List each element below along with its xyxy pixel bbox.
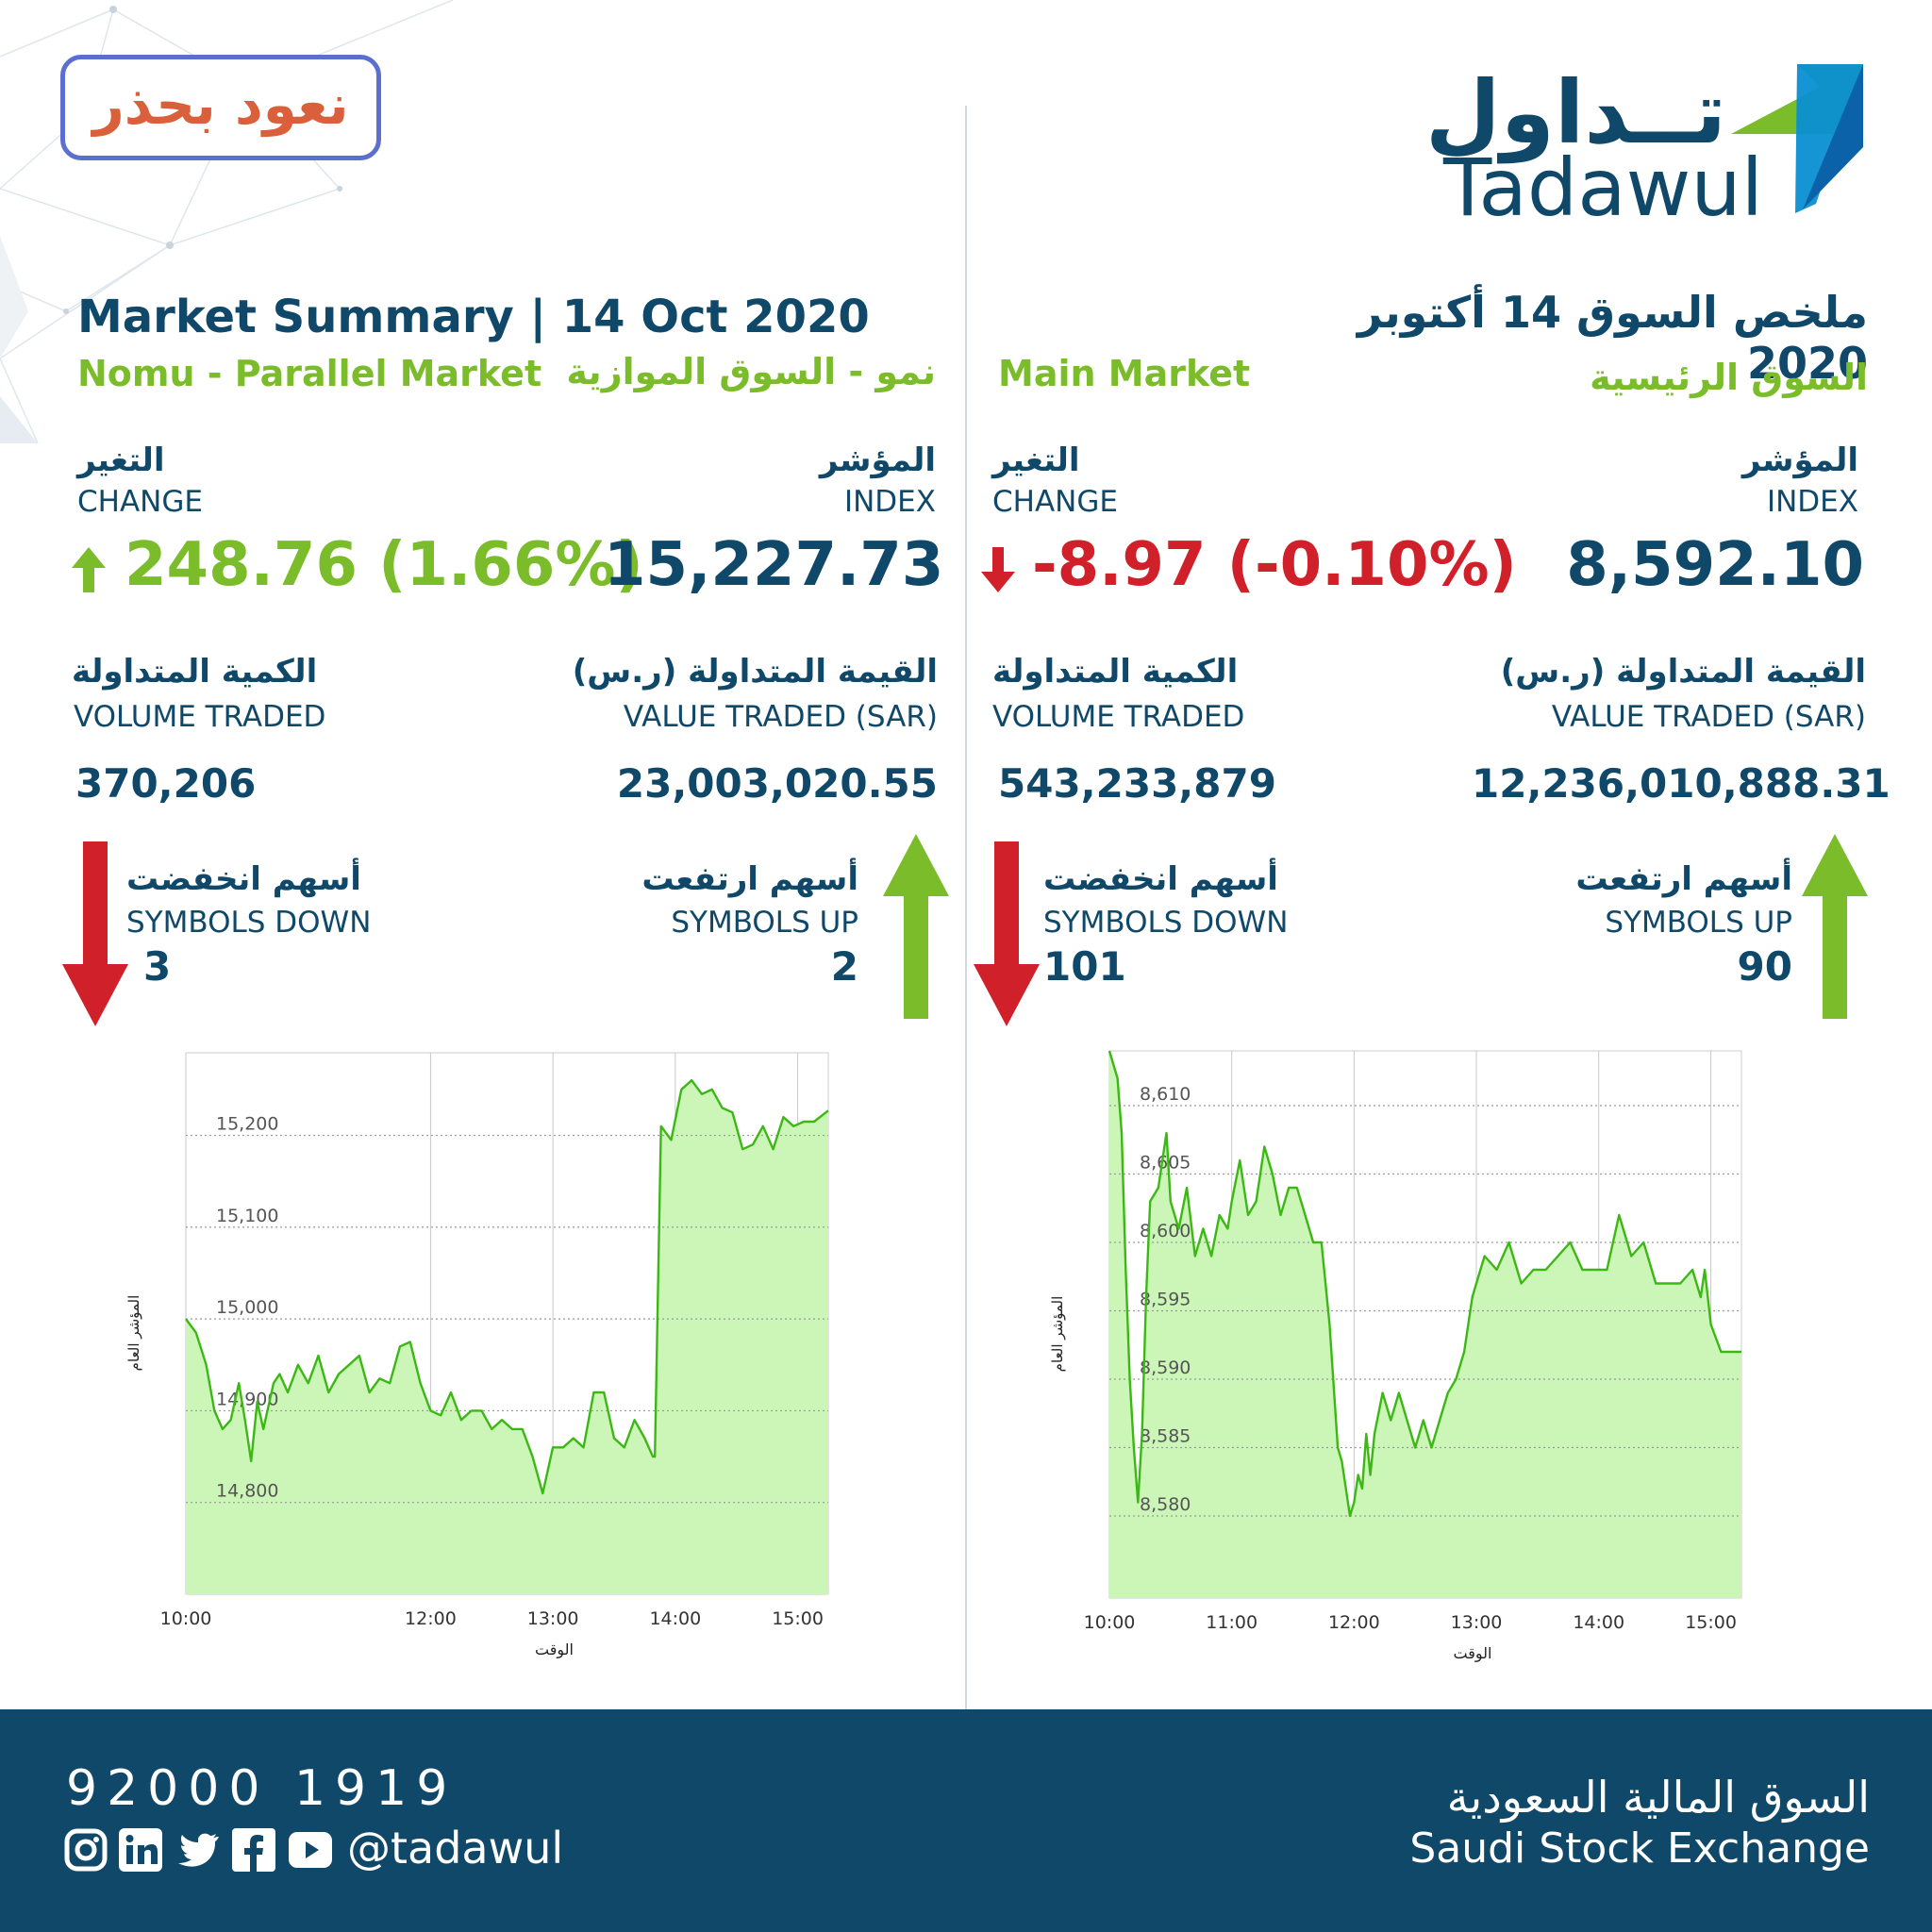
- y-tick-label: 8,590: [1140, 1357, 1191, 1378]
- y-tick-label: 8,610: [1140, 1084, 1191, 1105]
- tadawul-logo-mark: [1731, 64, 1863, 213]
- nomu-index-label-ar: المؤشر: [819, 441, 936, 479]
- badge-text: نعود بحذر: [92, 73, 349, 137]
- main-volume-value: 543,233,879: [998, 760, 1276, 807]
- y-tick-label: 14,900: [216, 1389, 278, 1409]
- x-tick-label: 15:00: [1685, 1612, 1737, 1633]
- facebook-icon[interactable]: [232, 1828, 275, 1872]
- nomu-value-label-ar: القيمة المتداولة (ر.س): [572, 653, 938, 691]
- x-tick-label: 13:00: [1451, 1612, 1503, 1633]
- x-tick-label: 11:00: [1206, 1612, 1257, 1633]
- y-tick-label: 8,585: [1140, 1426, 1191, 1447]
- series-area: [186, 1080, 828, 1594]
- x-tick-label: 10:00: [1084, 1612, 1136, 1633]
- nomu-change-label-en: CHANGE: [77, 485, 203, 519]
- linkedin-icon[interactable]: [119, 1828, 162, 1872]
- nomu-index-chart: 10:00 12:00 13:00 14:00 15:00 14,800 14,900 15,…: [125, 1052, 829, 1659]
- nomu-up-value: 2: [830, 943, 858, 990]
- main-volume-label-en: VOLUME TRADED: [992, 700, 1245, 734]
- main-title-ar: السوق الرئيسية: [1590, 357, 1868, 398]
- nomu-down-label-en: SYMBOLS DOWN: [126, 906, 372, 940]
- nomu-change-up-icon: [72, 547, 106, 592]
- x-tick-label: 14:00: [1573, 1612, 1624, 1633]
- y-axis-label: المؤشر العام: [125, 1295, 142, 1372]
- nomu-symbols-down-icon: [62, 841, 128, 1026]
- y-tick-label: 15,200: [216, 1114, 278, 1135]
- y-axis-label: المؤشر العام: [1049, 1296, 1066, 1373]
- youtube-icon[interactable]: [289, 1828, 332, 1872]
- series-line: [185, 1079, 829, 1495]
- main-up-value: 90: [1737, 943, 1792, 990]
- main-up-label-en: SYMBOLS UP: [1605, 906, 1792, 940]
- footer-exchange-ar: السوق المالية السعودية: [1446, 1772, 1870, 1823]
- nomu-symbols-up-icon: [883, 834, 949, 1019]
- main-index-value: 8,592.10: [1566, 530, 1864, 600]
- footer-exchange-en: Saudi Stock Exchange: [1409, 1824, 1870, 1873]
- nomu-title-en: Nomu - Parallel Market: [77, 353, 542, 394]
- y-tick-label: 8,600: [1140, 1221, 1191, 1241]
- main-value-value: 12,236,010,888.31: [1472, 760, 1890, 807]
- nomu-volume-value: 370,206: [75, 760, 257, 807]
- y-tick-label: 8,605: [1140, 1153, 1191, 1174]
- nomu-change-value: 248.76 (1.66%): [125, 530, 643, 600]
- main-down-label-ar: أسهم انخفضت: [1043, 860, 1278, 898]
- tadawul-logo-english: Tadawul: [1443, 142, 1763, 234]
- main-up-label-ar: أسهم ارتفعت: [1575, 860, 1792, 898]
- x-axis-label: الوقت: [535, 1641, 574, 1659]
- nomu-index-value: 15,227.73: [604, 530, 944, 600]
- series-area: [1109, 1051, 1741, 1598]
- main-symbols-down-icon: [974, 841, 1040, 1026]
- main-change-down-icon: [981, 547, 1015, 592]
- y-tick-label: 15,000: [216, 1297, 278, 1318]
- main-change-value: -8.97 (-0.10%): [1032, 530, 1517, 600]
- x-tick-label: 14:00: [649, 1608, 701, 1629]
- y-tick-label: 8,595: [1140, 1290, 1191, 1310]
- tadawul-logo-arabic: تــداول: [1424, 62, 1726, 163]
- main-volume-label-ar: الكمية المتداولة: [992, 653, 1239, 691]
- footer-handle[interactable]: @tadawul: [347, 1823, 564, 1874]
- nomu-up-label-en: SYMBOLS UP: [671, 906, 858, 940]
- main-index-label-ar: المؤشر: [1741, 441, 1858, 479]
- nomu-up-label-ar: أسهم ارتفعت: [641, 860, 858, 898]
- x-tick-label: 10:00: [160, 1608, 212, 1629]
- main-down-value: 101: [1043, 943, 1126, 990]
- footer-phone: 92000 1919: [66, 1760, 458, 1817]
- nomu-title-ar: نمو - السوق الموازية: [566, 351, 936, 392]
- main-index-chart: 10:00 11:00 12:00 13:00 14:00 15:00 8,580 8,585…: [1049, 1050, 1742, 1663]
- main-symbols-up-icon: [1802, 834, 1868, 1019]
- nomu-volume-label-en: VOLUME TRADED: [74, 700, 326, 734]
- campaign-badge: نعود بحذر: [60, 55, 381, 160]
- x-tick-label: 15:00: [772, 1608, 824, 1629]
- instagram-icon[interactable]: [64, 1828, 108, 1872]
- main-down-label-en: SYMBOLS DOWN: [1043, 906, 1289, 940]
- x-tick-label: 13:00: [527, 1608, 579, 1629]
- main-title-en: Main Market: [998, 353, 1251, 394]
- y-tick-label: 8,580: [1140, 1494, 1191, 1515]
- twitter-icon[interactable]: [175, 1828, 219, 1872]
- nomu-down-value: 3: [143, 943, 172, 990]
- main-change-label-ar: التغير: [992, 441, 1080, 479]
- nomu-value-value: 23,003,020.55: [616, 760, 938, 807]
- main-index-label-en: INDEX: [1766, 485, 1858, 519]
- main-value-label-ar: القيمة المتداولة (ر.س): [1500, 653, 1866, 691]
- y-tick-label: 15,100: [216, 1206, 278, 1226]
- main-change-label-en: CHANGE: [992, 485, 1118, 519]
- series-line: [1108, 1050, 1741, 1518]
- footer-bar: [0, 1709, 1932, 1932]
- y-tick-label: 14,800: [216, 1481, 278, 1502]
- nomu-value-label-en: VALUE TRADED (SAR): [623, 700, 938, 734]
- x-tick-label: 12:00: [405, 1608, 457, 1629]
- market-summary-title: Market Summary | 14 Oct 2020: [77, 291, 870, 343]
- market-summary-title-ar: ملخص السوق 14 أكتوبر 2020: [1357, 287, 1868, 389]
- nomu-index-label-en: INDEX: [843, 485, 936, 519]
- nomu-down-label-ar: أسهم انخفضت: [126, 860, 361, 898]
- nomu-change-label-ar: التغير: [77, 441, 165, 479]
- center-divider: [965, 106, 967, 1709]
- x-tick-label: 12:00: [1328, 1612, 1380, 1633]
- main-value-label-en: VALUE TRADED (SAR): [1551, 700, 1866, 734]
- x-axis-label: الوقت: [1454, 1644, 1492, 1663]
- nomu-volume-label-ar: الكمية المتداولة: [72, 653, 318, 691]
